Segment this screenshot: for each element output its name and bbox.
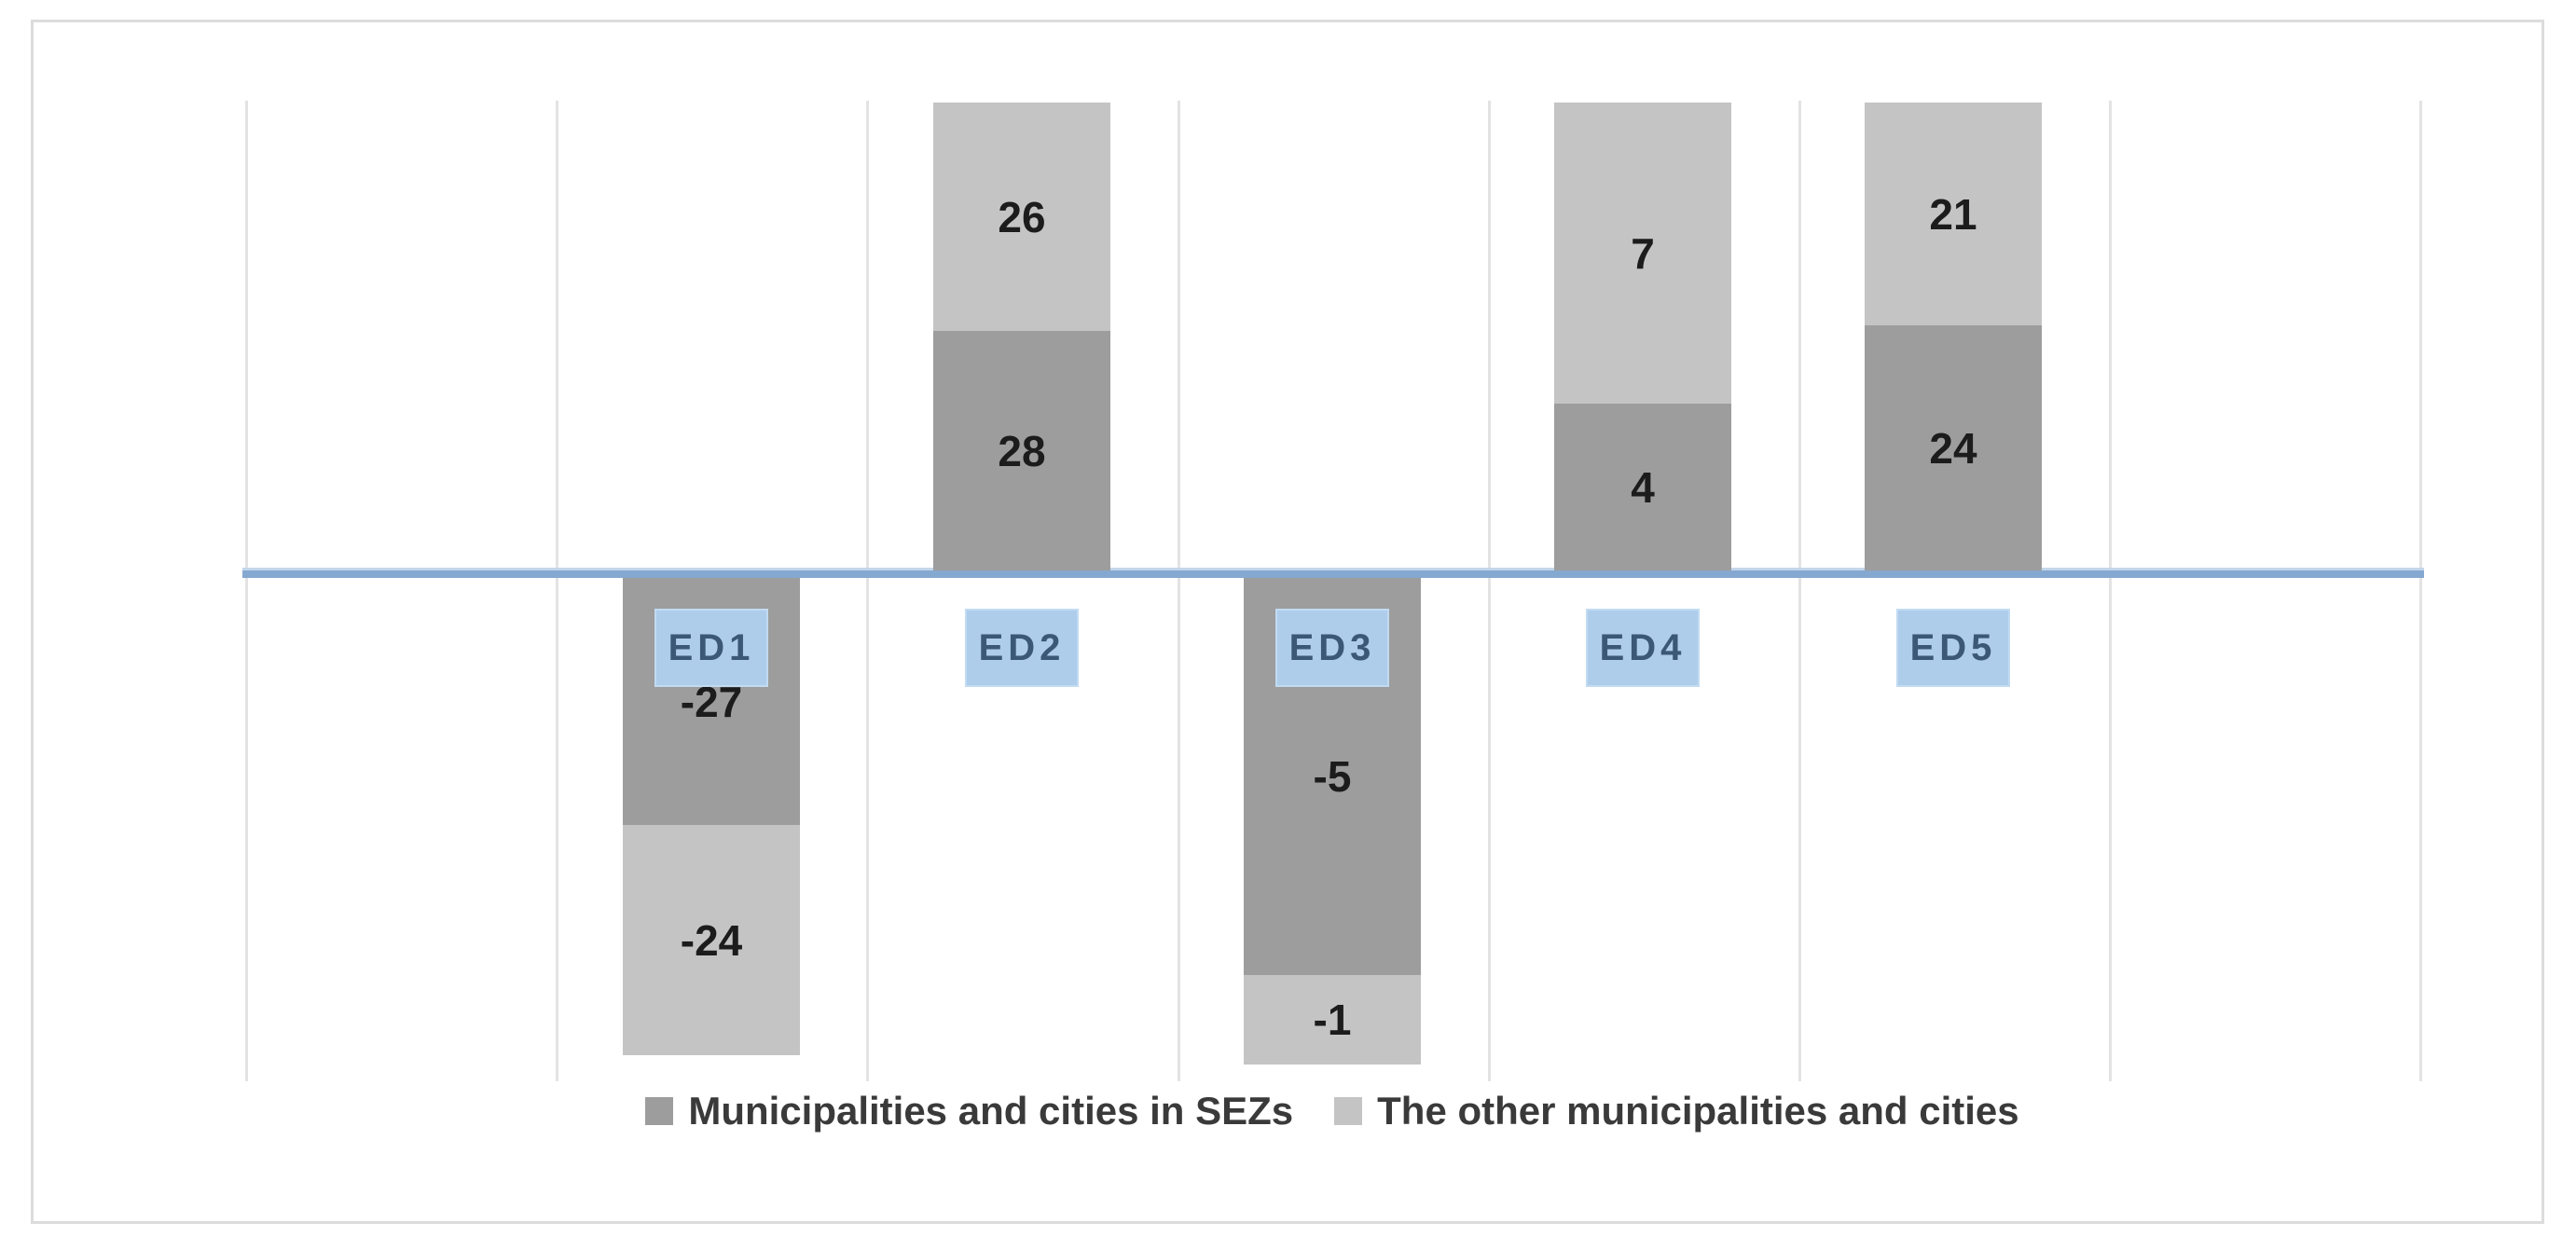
vertical-gridline (1798, 101, 1801, 1081)
bar-value-label: -24 (680, 915, 743, 965)
zero-axis-line (242, 570, 2424, 578)
vertical-gridline (1488, 101, 1491, 1081)
bar-value-label: 26 (998, 192, 1046, 241)
legend-swatch-sez-icon (645, 1097, 674, 1125)
bar-value-label: -27 (680, 677, 743, 726)
vertical-gridline (2419, 101, 2422, 1081)
bar-value-label: -1 (1313, 996, 1352, 1044)
bar-segment: -27 (623, 578, 800, 825)
legend-item-sez: Municipalities and cities in SEZs (645, 1089, 1293, 1133)
bar-segment: 7 (1554, 103, 1731, 404)
vertical-gridline (245, 101, 248, 1081)
vertical-gridline (866, 101, 869, 1081)
bar-segment: 24 (1865, 325, 2042, 570)
vertical-gridline (2109, 101, 2112, 1081)
legend-label-other: The other municipalities and cities (1377, 1089, 2019, 1133)
category-label: ED4 (1586, 609, 1700, 687)
bar-value-label: 24 (1929, 423, 1977, 473)
bar-segment: 4 (1554, 404, 1731, 570)
legend-label-sez: Municipalities and cities in SEZs (688, 1089, 1294, 1133)
category-label: ED3 (1275, 609, 1389, 687)
category-label: ED2 (965, 609, 1079, 687)
bar-segment: 28 (933, 331, 1110, 570)
category-label: ED1 (654, 609, 768, 687)
bar-value-label: -5 (1313, 752, 1352, 801)
category-label: ED5 (1896, 609, 2010, 687)
legend-item-other: The other municipalities and cities (1334, 1089, 2019, 1133)
bar-segment: 26 (933, 103, 1110, 331)
bar-value-label: 21 (1929, 189, 1977, 239)
vertical-gridline (1178, 101, 1180, 1081)
legend-swatch-other-icon (1334, 1097, 1363, 1125)
bar-segment: 21 (1865, 103, 2042, 325)
bar-segment: -1 (1244, 975, 1421, 1065)
legend: Municipalities and cities in SEZs The ot… (245, 1074, 2419, 1148)
bar-value-label: 28 (998, 426, 1046, 475)
bar-segment: -24 (623, 825, 800, 1055)
vertical-gridline (556, 101, 558, 1081)
bar-value-label: 7 (1631, 228, 1655, 278)
bar-value-label: 4 (1631, 462, 1655, 512)
